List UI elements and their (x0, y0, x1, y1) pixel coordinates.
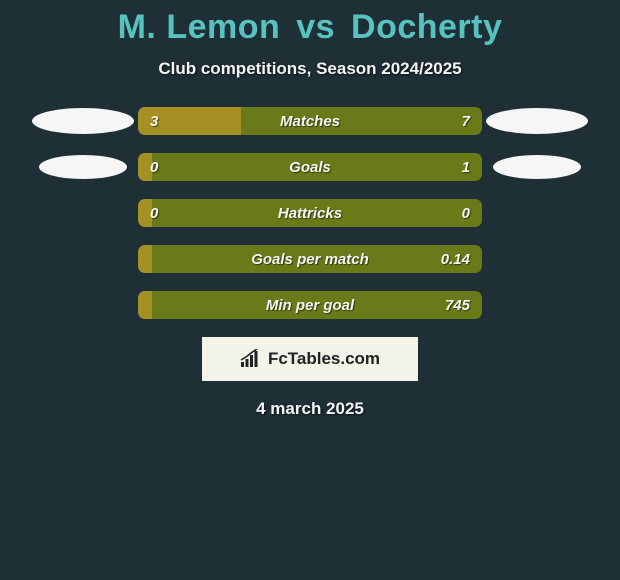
stat-right-value: 0.14 (441, 245, 470, 273)
brand-main: Tables (288, 349, 341, 368)
infographic-date: 4 march 2025 (0, 399, 620, 419)
vs-label: vs (296, 8, 335, 46)
stats-rows: 37Matches01Goals00Hattricks0.14Goals per… (0, 107, 620, 319)
player-right-name: Docherty (351, 8, 502, 46)
bar-chart-icon (240, 349, 262, 369)
bar-left-segment (138, 291, 152, 319)
brand-text: FcTables.com (268, 349, 380, 369)
bar-right-segment (152, 199, 482, 227)
bar-right-segment (152, 245, 482, 273)
stat-row: 745Min per goal (0, 291, 620, 319)
stat-left-value: 0 (150, 199, 158, 227)
stat-right-value: 0 (462, 199, 470, 227)
stat-row: 37Matches (0, 107, 620, 135)
brand-box[interactable]: FcTables.com (202, 337, 418, 381)
left-club-badge-slot (28, 155, 138, 179)
stat-row: 0.14Goals per match (0, 245, 620, 273)
right-club-badge-slot (482, 155, 592, 179)
bar-right-segment (241, 107, 482, 135)
stat-bar: 37Matches (138, 107, 482, 135)
stat-bar: 00Hattricks (138, 199, 482, 227)
bar-right-segment (152, 291, 482, 319)
page-title: M. Lemon vs Docherty (0, 8, 620, 47)
club-badge-icon (32, 108, 134, 134)
club-badge-icon (39, 155, 127, 179)
stat-row: 01Goals (0, 153, 620, 181)
brand-suffix: .com (340, 349, 380, 368)
stat-row: 00Hattricks (0, 199, 620, 227)
brand-prefix: Fc (268, 349, 288, 368)
subtitle: Club competitions, Season 2024/2025 (0, 59, 620, 79)
stat-right-value: 1 (462, 153, 470, 181)
stat-bar: 01Goals (138, 153, 482, 181)
player-left-name: M. Lemon (118, 8, 281, 46)
stat-left-value: 3 (150, 107, 158, 135)
club-badge-icon (493, 155, 581, 179)
stat-left-value: 0 (150, 153, 158, 181)
bar-right-segment (152, 153, 482, 181)
infographic-container: M. Lemon vs Docherty Club competitions, … (0, 0, 620, 419)
right-club-badge-slot (482, 108, 592, 134)
stat-bar: 745Min per goal (138, 291, 482, 319)
club-badge-icon (486, 108, 588, 134)
stat-right-value: 7 (462, 107, 470, 135)
stat-bar: 0.14Goals per match (138, 245, 482, 273)
bar-left-segment (138, 245, 152, 273)
stat-right-value: 745 (445, 291, 470, 319)
left-club-badge-slot (28, 108, 138, 134)
